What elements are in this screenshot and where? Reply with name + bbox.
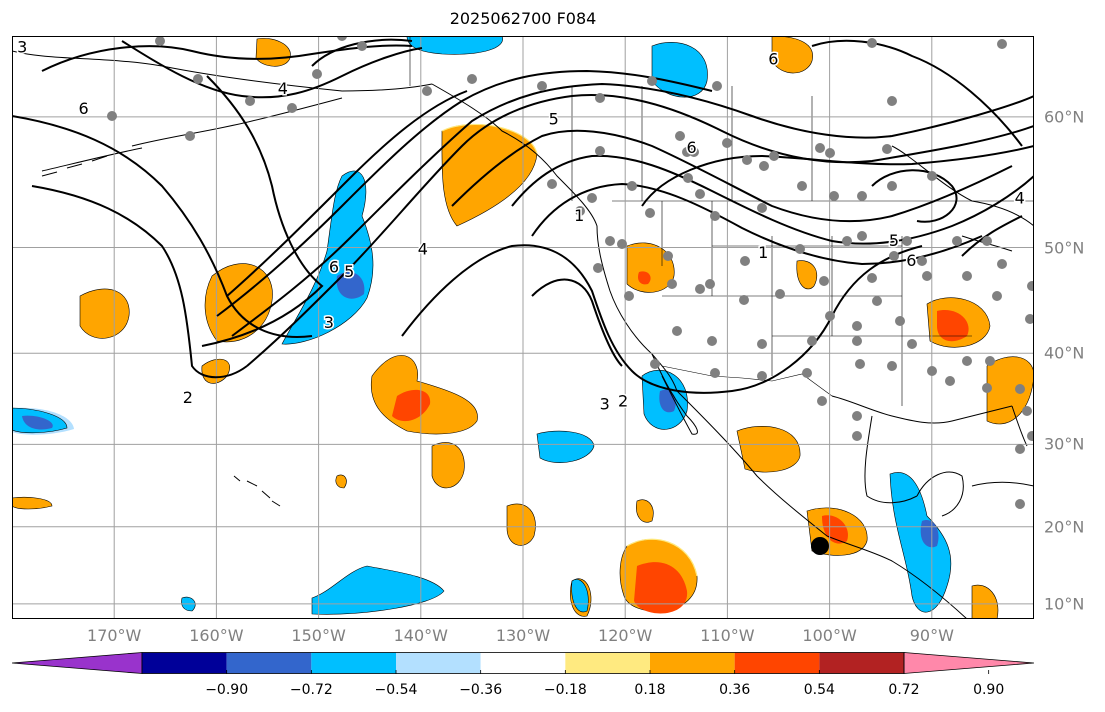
- anomaly-shading: [12, 36, 1034, 619]
- colorbar-swatch: [650, 652, 735, 674]
- colorbar-extend-max: [903, 652, 1034, 674]
- contour-label: 6: [78, 99, 88, 118]
- latitude-label: 60°N: [1044, 107, 1085, 127]
- colorbar-tick-label: 0.54: [803, 682, 835, 698]
- colorbar-tick-label: −0.90: [205, 682, 249, 698]
- contour-label: 4: [418, 239, 428, 258]
- longitude-label: 120°W: [598, 626, 653, 645]
- contour-label: 6: [768, 50, 778, 69]
- contour-label: 3: [324, 313, 334, 332]
- height-contours: [12, 38, 1034, 394]
- colorbar-tick-label: −0.18: [543, 682, 587, 698]
- grid-lines: [12, 36, 1034, 619]
- map-title: 2025062700 F084: [449, 9, 597, 28]
- colorbar-swatch: [311, 652, 396, 674]
- latitude-label: 30°N: [1044, 434, 1085, 454]
- longitude-label: 160°W: [189, 626, 244, 645]
- colorbar-tick-label: 0.18: [634, 682, 666, 698]
- colorbar-tick-label: 0.90: [973, 682, 1005, 698]
- colorbar-tick-label: −0.36: [459, 682, 503, 698]
- contour-label: 5: [549, 109, 559, 128]
- latitude-label: 40°N: [1044, 343, 1085, 363]
- longitude-label: 110°W: [700, 626, 755, 645]
- longitude-label: 90°W: [909, 626, 954, 645]
- marker-dot: [811, 537, 829, 555]
- colorbar-swatch: [734, 652, 820, 674]
- colorbar-outline: [141, 652, 905, 674]
- longitude-label: 100°W: [802, 626, 857, 645]
- longitude-label: 170°W: [87, 626, 142, 645]
- contour-label: 4: [1015, 189, 1025, 208]
- colorbar-swatch: [142, 652, 227, 674]
- longitude-label: 130°W: [495, 626, 551, 645]
- contour-label: 3: [600, 394, 610, 413]
- colorbar-swatch: [565, 652, 650, 674]
- latitude-label: 20°N: [1044, 517, 1085, 537]
- contour-label: 2: [183, 388, 193, 407]
- contour-label: 6: [329, 258, 339, 277]
- colorbar-tick-label: 0.36: [719, 682, 751, 698]
- colorbar-tick-label: −0.54: [374, 682, 418, 698]
- latitude-label: 10°N: [1044, 594, 1085, 614]
- contour-label: 2: [618, 392, 628, 411]
- contour-label: 3: [17, 38, 27, 57]
- contour-label: 6: [687, 138, 697, 157]
- colorbar-tick-label: −0.72: [289, 682, 333, 698]
- colorbar: [12, 652, 1034, 674]
- colorbar-tick-label: 0.72: [888, 682, 920, 698]
- colorbar-swatch: [819, 652, 904, 674]
- station-dots: [107, 36, 1034, 509]
- colorbar-extend-min: [12, 652, 143, 674]
- contour-label: 4: [278, 79, 288, 98]
- longitude-label: 140°W: [393, 626, 448, 645]
- contour-label: 5: [889, 231, 899, 250]
- colorbar-swatch: [226, 652, 312, 674]
- contour-label: 6: [906, 251, 916, 270]
- colorbar-swatch: [396, 652, 481, 674]
- contour-label: 1: [574, 206, 584, 225]
- longitude-label: 150°W: [291, 626, 346, 645]
- contour-label: 1: [758, 243, 768, 262]
- political-borders: [409, 36, 1034, 406]
- colorbar-swatch: [480, 652, 566, 674]
- contour-label: 5: [344, 262, 354, 281]
- latitude-label: 50°N: [1044, 238, 1085, 258]
